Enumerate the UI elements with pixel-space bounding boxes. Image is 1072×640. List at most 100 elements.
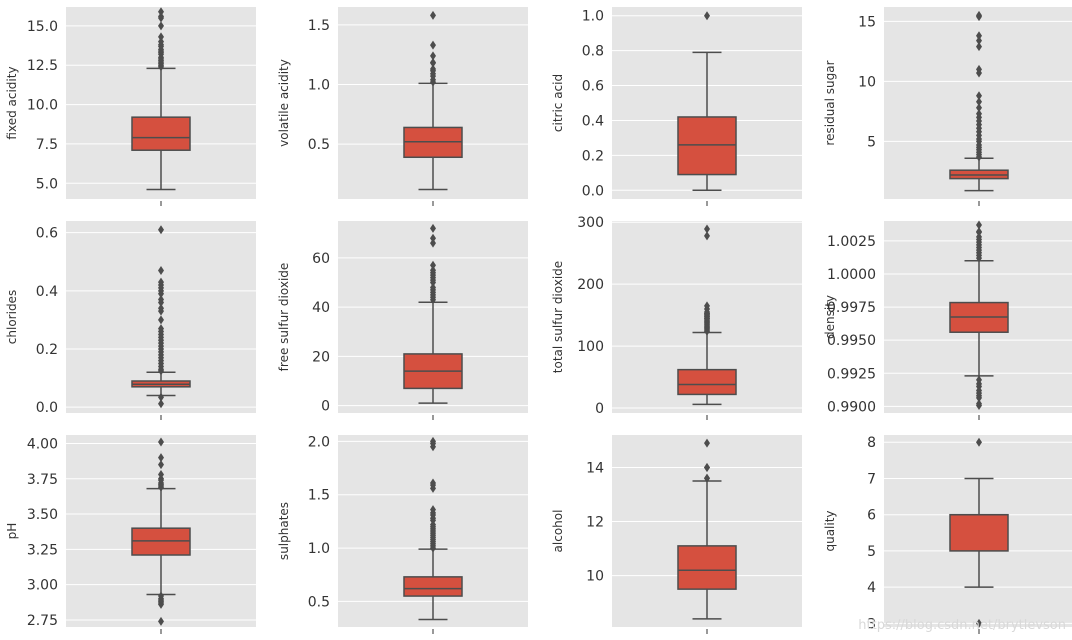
outlier-point	[430, 265, 436, 275]
y-tick-label: 3.50	[27, 507, 58, 523]
y-tick-label: 60	[312, 251, 330, 267]
outlier-point	[976, 220, 982, 230]
outlier-point	[158, 460, 164, 470]
y-tick-label: 7.5	[36, 137, 58, 153]
y-tick-label: 2.0	[308, 434, 330, 450]
outlier-point	[430, 57, 436, 67]
y-tick-label: 0.6	[36, 226, 58, 242]
y-tick-label: 1.0	[308, 78, 330, 94]
y-tick-label: 1.0	[582, 9, 604, 25]
outlier-point	[158, 303, 164, 313]
outlier-point	[158, 32, 164, 42]
outlier-point	[976, 618, 982, 628]
y-axis-label: free sulfur dioxide	[277, 263, 291, 372]
outlier-point	[158, 7, 164, 17]
y-axis-label: pH	[5, 523, 19, 540]
y-axis-label: density	[823, 295, 837, 339]
y-tick-label: 0.2	[582, 148, 604, 164]
y-tick-label: 0.9925	[827, 366, 876, 382]
outlier-point	[430, 233, 436, 243]
outlier-point	[158, 591, 164, 601]
outlier-point	[158, 277, 164, 287]
outlier-point	[430, 51, 436, 61]
y-tick-label: 0.4	[36, 284, 58, 300]
outlier-point	[158, 392, 164, 402]
outlier-point	[430, 10, 436, 20]
y-tick-label: 0.9900	[827, 399, 876, 415]
outlier-point	[430, 64, 436, 74]
y-tick-label: 0.0	[582, 183, 604, 199]
y-tick-label: 5	[867, 134, 876, 150]
y-axis-label: residual sugar	[823, 60, 837, 145]
y-tick-label: 1.0	[308, 541, 330, 557]
outlier-point	[704, 473, 710, 483]
y-axis-label: chlorides	[5, 290, 19, 344]
y-tick-label: 6	[867, 508, 876, 524]
outlier-point	[704, 462, 710, 472]
y-tick-label: 0.0	[36, 400, 58, 416]
y-tick-label: 15.0	[27, 19, 58, 35]
outlier-point	[430, 282, 436, 292]
outlier-point	[976, 232, 982, 242]
y-tick-label: 1.5	[308, 18, 330, 34]
outlier-point	[976, 31, 982, 41]
iqr-box	[677, 545, 737, 590]
iqr-box	[949, 513, 1009, 552]
outlier-point	[430, 223, 436, 233]
y-tick-label: 0	[321, 399, 330, 415]
y-tick-label: 100	[577, 339, 604, 355]
outlier-point	[704, 11, 710, 21]
y-tick-label: 8	[867, 435, 876, 451]
outlier-point	[158, 616, 164, 626]
y-tick-label: 12	[586, 515, 604, 531]
outlier-point	[158, 11, 164, 21]
y-tick-label: 0	[595, 401, 604, 417]
y-tick-label: 300	[577, 215, 604, 231]
outlier-point	[976, 437, 982, 447]
y-tick-label: 20	[312, 349, 330, 365]
y-axis-label: fixed acidity	[5, 66, 19, 139]
y-tick-label: 2.75	[27, 613, 58, 629]
outlier-point	[158, 453, 164, 463]
y-tick-label: 10	[858, 74, 876, 90]
outlier-point	[158, 437, 164, 447]
outlier-point	[976, 375, 982, 385]
outlier-point	[976, 399, 982, 409]
y-axis-label: citric acid	[551, 74, 565, 132]
y-axis-label: volatile acidity	[277, 59, 291, 147]
iqr-box	[403, 576, 463, 597]
y-tick-label: 3	[867, 616, 876, 632]
outlier-point	[704, 224, 710, 234]
outlier-point	[704, 438, 710, 448]
y-tick-label: 5	[867, 544, 876, 560]
y-tick-label: 12.5	[27, 58, 58, 74]
y-tick-label: 10.0	[27, 98, 58, 114]
y-tick-label: 3.75	[27, 472, 58, 488]
outlier-point	[976, 227, 982, 237]
iqr-box	[677, 116, 737, 176]
y-axis-label: quality	[823, 510, 837, 551]
y-tick-label: 0.5	[308, 594, 330, 610]
outlier-point	[976, 103, 982, 113]
outlier-point	[704, 231, 710, 241]
y-tick-label: 15	[858, 14, 876, 30]
y-tick-label: 0.4	[582, 113, 604, 129]
outlier-point	[430, 478, 436, 488]
y-tick-label: 3.00	[27, 578, 58, 594]
watermark-text: https://blog.csdn.net/brytlevson	[858, 618, 1066, 633]
y-axis-label: total sulfur dioxide	[551, 261, 565, 373]
outlier-point	[158, 470, 164, 480]
outlier-point	[158, 324, 164, 334]
outlier-point	[976, 42, 982, 52]
y-tick-label: 1.0000	[827, 267, 876, 283]
outlier-point	[704, 301, 710, 311]
outlier-point	[158, 225, 164, 235]
outlier-point	[158, 315, 164, 325]
outlier-point	[430, 505, 436, 515]
y-tick-label: 4.00	[27, 436, 58, 452]
outlier-point	[158, 21, 164, 31]
outlier-point	[976, 10, 982, 20]
y-tick-label: 0.2	[36, 342, 58, 358]
outlier-point	[976, 91, 982, 101]
